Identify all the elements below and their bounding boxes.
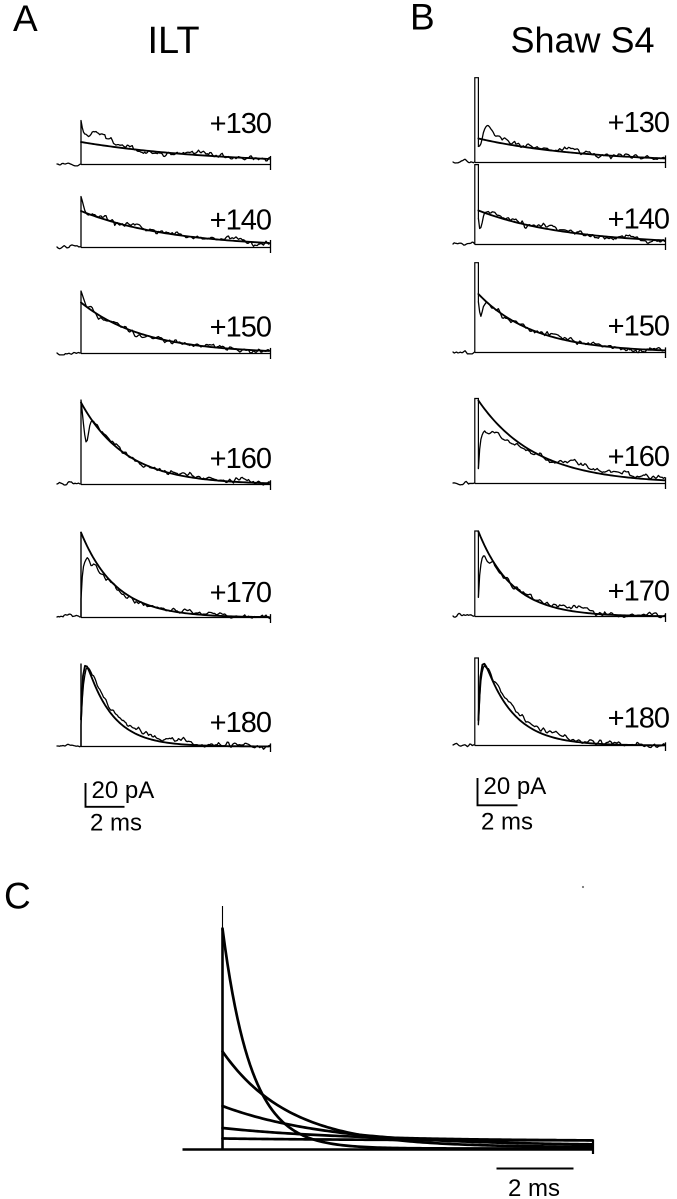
svg-text:+160: +160 [608,441,669,473]
svg-text:20 pA: 20 pA [92,777,155,804]
svg-text:A: A [13,0,38,39]
svg-text:2 ms: 2 ms [508,1175,560,1199]
svg-text:+130: +130 [210,108,271,140]
svg-text:+170: +170 [210,577,271,609]
svg-text:+180: +180 [608,703,669,735]
svg-text:Shaw S4: Shaw S4 [510,20,654,61]
svg-text:+140: +140 [608,204,669,236]
svg-text:+150: +150 [210,312,271,344]
svg-text:2 ms: 2 ms [90,810,142,837]
svg-text:+170: +170 [608,576,669,608]
svg-text:ILT: ILT [147,20,199,62]
svg-text:+140: +140 [210,205,271,237]
svg-text:+130: +130 [608,107,669,139]
svg-text:B: B [410,0,435,37]
svg-text:20 pA: 20 pA [484,773,547,800]
svg-text:2 ms: 2 ms [481,809,533,836]
svg-text:+150: +150 [608,311,669,343]
svg-text:+160: +160 [210,443,271,475]
svg-text:+180: +180 [210,707,271,739]
svg-text:C: C [4,876,31,917]
